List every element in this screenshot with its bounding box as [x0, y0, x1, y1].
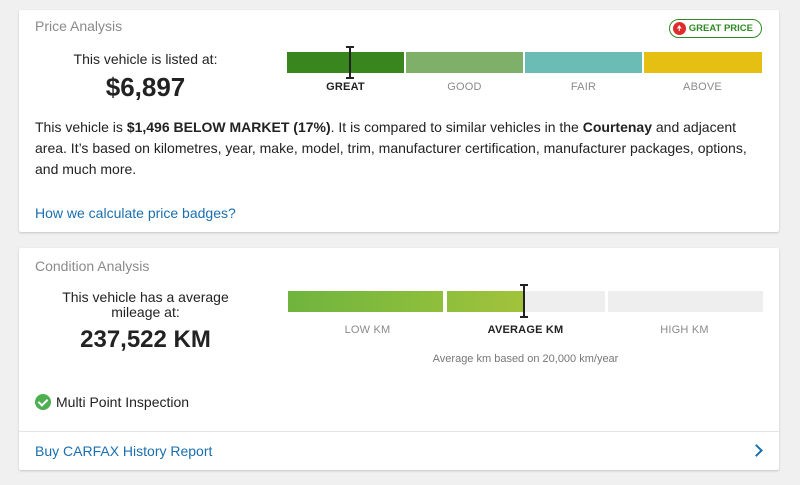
price-segment-fair	[525, 52, 642, 73]
listed-label: This vehicle is listed at:	[73, 51, 218, 67]
condition-analysis-title: Condition Analysis	[35, 258, 150, 274]
buy-carfax-report-link[interactable]: Buy CARFAX History Report	[35, 443, 213, 459]
mileage-position-marker	[520, 284, 528, 318]
price-segment-great	[287, 52, 404, 73]
scale-label-high-km: HIGH KM	[660, 324, 709, 336]
mileage-segment-average-fill	[447, 291, 524, 312]
mileage-segment-average-rest	[524, 291, 605, 312]
below-market-amount: $1,496 BELOW MARKET (17%)	[126, 119, 331, 135]
listed-price: $6,897	[105, 72, 186, 102]
mileage-label: This vehicle has a average mileage at:	[62, 289, 229, 320]
price-description: This vehicle is $1,496 BELOW MARKET (17%…	[35, 119, 747, 177]
market-location: Courtenay	[582, 119, 652, 135]
scale-label-average-km: AVERAGE KM	[487, 324, 564, 336]
scale-label-good: GOOD	[447, 81, 482, 93]
inspection-label: Multi Point Inspection	[56, 394, 190, 410]
divider	[19, 431, 779, 432]
mileage-value: 237,522 KM	[80, 326, 211, 353]
price-analysis-title: Price Analysis	[35, 18, 123, 34]
badge-label: GREAT PRICE	[688, 23, 753, 34]
mileage-segment-low	[288, 291, 443, 312]
scale-label-great: GREAT	[326, 81, 365, 93]
price-segment-good	[406, 52, 523, 73]
scale-label-fair: FAIR	[570, 81, 597, 93]
price-segment-above	[644, 52, 762, 73]
condition-analysis-card: Condition Analysis This vehicle has a av…	[19, 248, 779, 470]
multi-point-inspection: Multi Point Inspection	[35, 394, 189, 410]
scale-label-above: ABOVE	[683, 81, 722, 93]
chevron-right-icon[interactable]	[750, 444, 763, 457]
maple-leaf-icon	[672, 22, 686, 35]
check-circle-icon	[35, 394, 51, 410]
carfax-report-row[interactable]: Buy CARFAX History Report	[19, 432, 779, 470]
mileage-segment-high	[608, 291, 763, 312]
price-analysis-card: Price Analysis GREAT PRICE This vehicle …	[19, 10, 779, 232]
great-price-badge: GREAT PRICE	[668, 19, 762, 38]
scale-label-low-km: LOW KM	[344, 324, 391, 336]
km-basis-note: Average km based on 20,000 km/year	[432, 353, 619, 365]
price-position-marker	[346, 46, 354, 79]
price-badge-info-link[interactable]: How we calculate price badges?	[35, 205, 236, 221]
